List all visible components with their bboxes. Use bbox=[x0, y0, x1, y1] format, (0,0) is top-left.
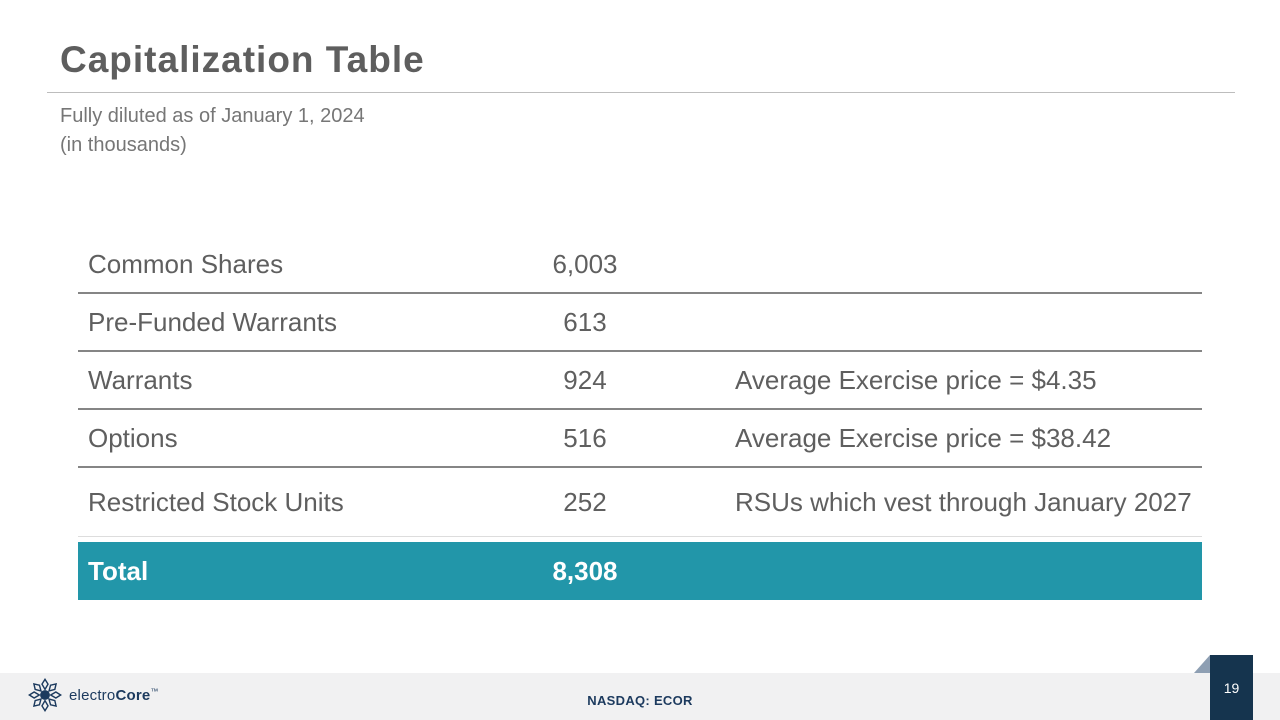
subtitle-line-1: Fully diluted as of January 1, 2024 bbox=[60, 105, 365, 127]
subtitle-line-2: (in thousands) bbox=[60, 134, 187, 156]
table-row-restricted-stock-units: Restricted Stock Units 252 RSUs which ve… bbox=[78, 468, 1202, 537]
logo-wordmark: electroCore™ bbox=[69, 687, 159, 704]
page-number-badge: 19 bbox=[1210, 655, 1253, 720]
row-note: Average Exercise price = $38.42 bbox=[735, 422, 1112, 453]
logo-trademark: ™ bbox=[150, 686, 159, 696]
page-number: 19 bbox=[1223, 680, 1240, 696]
page-title: Capitalization Table bbox=[60, 39, 425, 80]
table-row-options: Options 516 Average Exercise price = $38… bbox=[78, 410, 1202, 468]
row-note: Average Exercise price = $4.35 bbox=[735, 364, 1097, 395]
row-label: Warrants bbox=[88, 364, 193, 395]
electrocore-flower-icon bbox=[28, 678, 62, 712]
page-corner-fold-icon bbox=[1194, 655, 1210, 673]
table-row-warrants: Warrants 924 Average Exercise price = $4… bbox=[78, 352, 1202, 410]
row-value: 613 bbox=[563, 306, 607, 337]
logo-text-bold: Core bbox=[115, 686, 151, 704]
logo-text-regular: electro bbox=[69, 686, 116, 704]
row-label: Pre-Funded Warrants bbox=[88, 306, 338, 337]
electrocore-logo: electroCore™ bbox=[28, 678, 159, 712]
row-note: RSUs which vest through January 2027 bbox=[735, 486, 1192, 517]
table-row-pre-funded-warrants: Pre-Funded Warrants 613 bbox=[78, 294, 1202, 352]
slide-subtitle: Fully diluted as of January 1, 2024 (in … bbox=[60, 102, 365, 160]
capitalization-table: Common Shares 6,003 Pre-Funded Warrants … bbox=[78, 236, 1202, 600]
title-divider bbox=[47, 92, 1235, 93]
row-label: Restricted Stock Units bbox=[88, 486, 344, 517]
ticker-label: NASDAQ: ECOR bbox=[587, 693, 693, 708]
table-row-total: Total 8,308 bbox=[78, 542, 1202, 600]
row-label: Common Shares bbox=[88, 248, 284, 279]
row-value: 6,003 bbox=[552, 248, 618, 279]
row-label: Options bbox=[88, 422, 178, 453]
row-value: 516 bbox=[563, 422, 607, 453]
footer-bar: electroCore™ NASDAQ: ECOR bbox=[0, 673, 1280, 720]
total-value: 8,308 bbox=[552, 555, 618, 586]
row-value: 924 bbox=[563, 364, 607, 395]
table-row-common-shares: Common Shares 6,003 bbox=[78, 236, 1202, 294]
total-label: Total bbox=[88, 555, 149, 586]
row-value: 252 bbox=[563, 486, 607, 517]
